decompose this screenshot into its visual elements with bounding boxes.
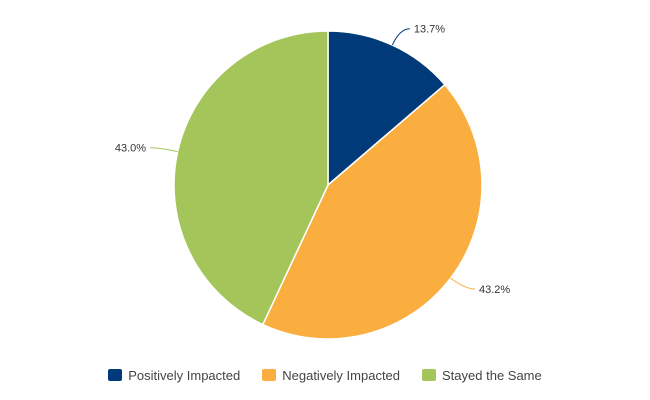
- legend-label-negatively-impacted: Negatively Impacted: [282, 367, 401, 383]
- data-label-stayed-the-same: 43.0%: [115, 143, 146, 155]
- connector-line-negatively-impacted: [450, 277, 476, 290]
- pie-slice-positively-impacted[interactable]: [327, 30, 446, 187]
- pie-slice-stayed-the-same[interactable]: [173, 30, 329, 326]
- pie-slice-negatively-impacted[interactable]: [261, 83, 483, 340]
- data-label-positively-impacted: 13.7%: [414, 24, 445, 36]
- legend-swatch-negatively-impacted: [262, 369, 277, 381]
- data-label-negatively-impacted: 43.2%: [479, 284, 510, 296]
- legend-swatch-positively-impacted: [108, 369, 123, 381]
- legend-item-stayed-the-same[interactable]: Stayed the Same: [422, 368, 542, 383]
- chart-legend: Positively Impacted Negatively Impacted …: [0, 364, 650, 386]
- legend-swatch-stayed-the-same: [422, 369, 437, 381]
- pie-slices: [173, 30, 483, 340]
- connector-line-positively-impacted: [391, 28, 410, 46]
- legend-item-negatively-impacted[interactable]: Negatively Impacted: [262, 368, 400, 383]
- connector-line-stayed-the-same: [150, 147, 178, 153]
- legend-item-positively-impacted[interactable]: Positively Impacted: [108, 368, 240, 383]
- legend-label-positively-impacted: Positively Impacted: [128, 367, 241, 383]
- pie-data-labels: 13.7% 43.2% 43.0%: [115, 24, 511, 296]
- legend-label-stayed-the-same: Stayed the Same: [442, 367, 542, 383]
